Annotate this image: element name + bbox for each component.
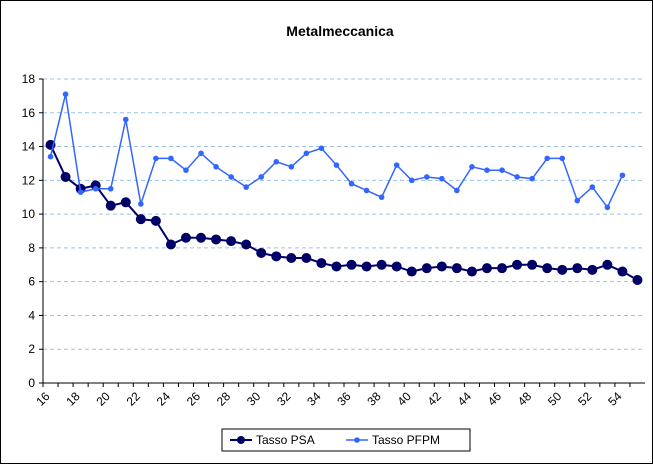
data-point (153, 155, 159, 162)
data-point (574, 197, 581, 204)
data-point (587, 264, 598, 275)
data-point (47, 153, 54, 160)
data-point (589, 184, 596, 190)
data-point (527, 259, 538, 270)
data-point (481, 263, 492, 274)
data-point (436, 261, 447, 272)
data-point (466, 266, 477, 277)
data-point (273, 158, 280, 165)
data-point (196, 232, 207, 243)
data-point (92, 185, 99, 192)
data-point (544, 155, 550, 162)
data-point (165, 239, 176, 250)
data-point (120, 197, 131, 208)
data-point (439, 175, 445, 182)
data-point (105, 200, 116, 211)
data-point (572, 263, 583, 274)
data-point (60, 171, 71, 182)
data-point (376, 259, 387, 270)
data-point (514, 174, 520, 180)
data-point (542, 263, 553, 274)
data-point (346, 259, 357, 270)
data-point (135, 214, 146, 225)
data-point (286, 253, 297, 264)
data-point (604, 204, 611, 211)
data-point (484, 167, 490, 173)
y-tick-label: 12 (22, 173, 36, 187)
data-point (243, 184, 249, 190)
data-point (150, 215, 161, 226)
data-point (454, 187, 460, 194)
data-point (288, 164, 295, 170)
data-point (451, 263, 462, 274)
data-point (107, 185, 114, 192)
data-point (421, 263, 432, 274)
data-point (77, 189, 84, 195)
data-point (512, 259, 523, 270)
data-point (271, 251, 282, 262)
y-tick-label: 16 (22, 106, 36, 120)
data-point (241, 239, 252, 250)
chart-title: Metalmeccanica (286, 23, 394, 39)
legend-label: Tasso PSA (256, 433, 315, 447)
data-point (301, 253, 312, 264)
data-point (361, 261, 372, 272)
data-point (316, 258, 327, 269)
data-point (183, 167, 189, 173)
y-tick-label: 2 (28, 342, 35, 356)
data-point (378, 194, 385, 201)
data-point (423, 174, 430, 180)
y-tick-label: 10 (22, 207, 36, 221)
legend-marker (237, 436, 245, 444)
data-point (258, 174, 265, 180)
data-point (180, 232, 191, 243)
data-point (497, 263, 508, 274)
legend-label: Tasso PFPM (372, 433, 440, 447)
data-point (226, 236, 237, 247)
data-point (348, 180, 355, 187)
y-tick-label: 4 (28, 308, 35, 322)
data-point (318, 145, 325, 152)
y-tick-label: 18 (22, 72, 36, 86)
data-point (391, 261, 402, 272)
legend-marker (354, 437, 360, 443)
data-point (303, 150, 310, 157)
data-point (632, 274, 643, 285)
data-point (333, 162, 340, 168)
data-point (559, 155, 566, 162)
data-point (393, 162, 400, 168)
data-point (529, 175, 535, 182)
data-point (406, 266, 417, 277)
data-point (469, 164, 475, 170)
data-point (602, 259, 613, 270)
data-point (617, 266, 628, 277)
data-point (122, 116, 129, 123)
data-point (138, 201, 144, 207)
data-point (557, 264, 568, 275)
data-point (213, 164, 219, 170)
data-point (408, 177, 415, 184)
data-point (198, 150, 204, 157)
y-tick-label: 0 (28, 376, 35, 390)
series-line (49, 144, 638, 281)
data-point (331, 261, 342, 272)
data-point (62, 91, 69, 97)
y-tick-label: 8 (28, 241, 35, 255)
data-point (168, 155, 174, 162)
data-point (211, 234, 222, 245)
data-point (228, 174, 234, 180)
data-point (363, 187, 370, 194)
data-point (256, 247, 267, 258)
y-tick-label: 6 (28, 275, 35, 289)
y-tick-label: 14 (22, 140, 36, 154)
data-point (619, 172, 626, 179)
data-point (499, 167, 505, 173)
